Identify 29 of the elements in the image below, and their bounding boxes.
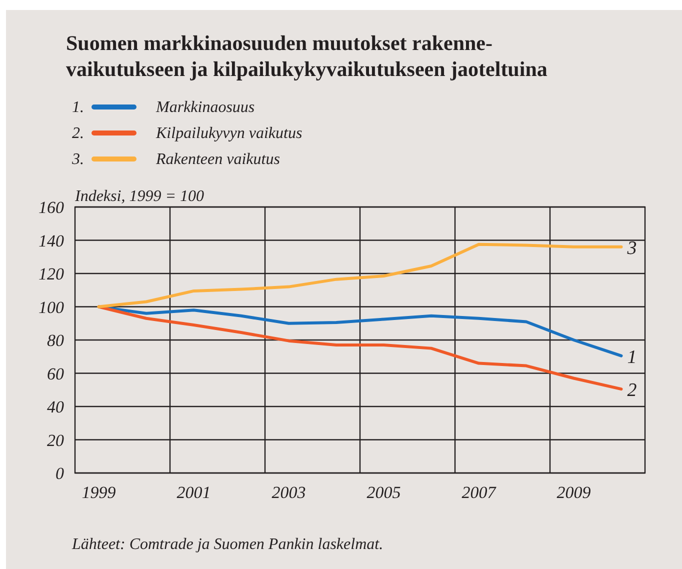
line-series (97, 305, 623, 391)
x-tick-label: 2007 (462, 483, 498, 502)
x-tick-label: 2009 (556, 483, 592, 502)
legend-label: Kilpailukyvyn vaikutus (155, 125, 302, 142)
annotation: 3 (626, 238, 637, 259)
legend-label: Markkinaosuus (155, 99, 255, 116)
x-tick-label: 1999 (82, 483, 116, 502)
chart-title: Suomen markkinaosuuden muutokset rakenne- vaikutukseen ja kilpailukykyvaikutukseen jaoteltuina (66, 31, 548, 81)
text: 1. (72, 99, 84, 116)
y-tick-label: 60 (47, 364, 64, 384)
y-tick-label: 140 (38, 231, 64, 250)
legend-label: Rakenteen vaikutus (155, 151, 280, 168)
x-tick-label: 2005 (366, 483, 401, 502)
y-tick-label: 100 (38, 298, 64, 317)
y-axis-title: Indeksi, 1999 = 100 (74, 188, 204, 205)
text: 2. (72, 125, 84, 142)
x-tick-label: 2003 (272, 483, 306, 502)
x-tick-label: 2001 (176, 483, 211, 502)
text: Lähteet: Comtrade ja Suomen Pankin laskelmat. (71, 536, 384, 553)
y-tick-label: 160 (38, 198, 64, 217)
line-series (97, 242, 623, 308)
text: 3. (71, 151, 84, 168)
y-tick-label: 0 (56, 464, 64, 483)
y-tick-label: 120 (38, 264, 64, 284)
annotation: 1 (627, 346, 637, 368)
y-tick-label: 40 (47, 398, 64, 416)
annotation: 2 (627, 380, 638, 402)
y-tick-label: 20 (47, 430, 64, 450)
y-tick-label: 80 (47, 331, 64, 350)
